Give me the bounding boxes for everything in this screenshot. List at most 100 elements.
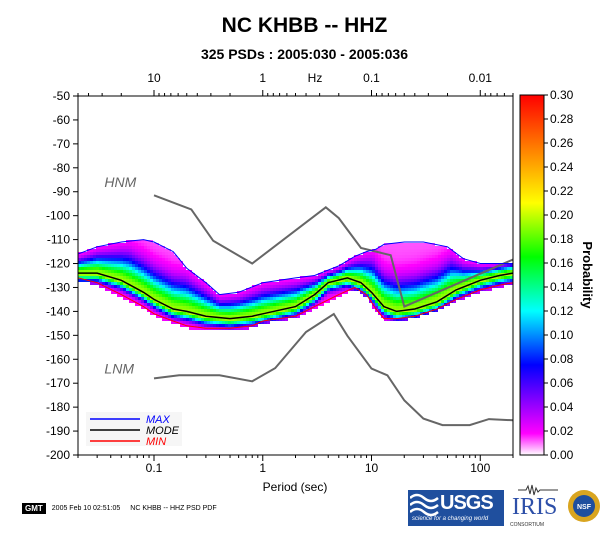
density-cell [174, 297, 177, 300]
density-cell [459, 273, 462, 276]
density-cell [99, 246, 102, 249]
density-cell [255, 303, 258, 306]
density-cell [258, 297, 261, 300]
density-cell [420, 312, 423, 315]
density-cell [156, 267, 159, 270]
density-cell [300, 309, 303, 312]
colorbar-tick-label: 0.02 [550, 424, 574, 438]
density-cell [156, 279, 159, 282]
density-cell [456, 267, 459, 270]
density-cell [510, 282, 513, 285]
density-cell [153, 252, 156, 255]
density-cell [147, 246, 150, 249]
density-cell [189, 309, 192, 312]
density-cell [285, 288, 288, 291]
density-cell [381, 306, 384, 309]
density-cell [249, 297, 252, 300]
density-cell [309, 282, 312, 285]
density-cell [156, 297, 159, 300]
density-cell [168, 291, 171, 294]
density-cell [120, 288, 123, 291]
density-cell [153, 309, 156, 312]
density-cell [399, 306, 402, 309]
density-cell [216, 294, 219, 297]
density-cell [126, 243, 129, 246]
density-cell [276, 294, 279, 297]
density-cell [318, 276, 321, 279]
density-cell [321, 273, 324, 276]
density-cell [195, 288, 198, 291]
density-cell [432, 255, 435, 258]
density-cell [255, 315, 258, 318]
density-cell [93, 249, 96, 252]
density-cell [402, 306, 405, 309]
density-cell [303, 282, 306, 285]
density-cell [363, 276, 366, 279]
density-cell [135, 273, 138, 276]
density-cell [327, 273, 330, 276]
density-cell [504, 282, 507, 285]
density-cell [465, 261, 468, 264]
density-cell [183, 276, 186, 279]
density-cell [387, 264, 390, 267]
density-cell [123, 267, 126, 270]
density-cell [303, 303, 306, 306]
density-cell [78, 264, 81, 267]
density-cell [444, 258, 447, 261]
density-cell [363, 255, 366, 258]
density-cell [366, 270, 369, 273]
density-cell [264, 306, 267, 309]
density-cell [303, 279, 306, 282]
density-cell [180, 315, 183, 318]
density-cell [78, 261, 81, 264]
density-cell [183, 291, 186, 294]
density-cell [450, 279, 453, 282]
density-cell [189, 291, 192, 294]
density-cell [453, 261, 456, 264]
density-cell [324, 273, 327, 276]
density-cell [435, 276, 438, 279]
density-cell [387, 261, 390, 264]
density-cell [327, 300, 330, 303]
density-cell [264, 309, 267, 312]
density-cell [171, 267, 174, 270]
density-cell [372, 273, 375, 276]
density-cell [438, 276, 441, 279]
density-cell [405, 255, 408, 258]
density-cell [369, 291, 372, 294]
density-cell [339, 267, 342, 270]
density-cell [351, 276, 354, 279]
density-cell [93, 276, 96, 279]
density-cell [357, 273, 360, 276]
density-cell [117, 243, 120, 246]
density-cell [396, 294, 399, 297]
density-cell [414, 285, 417, 288]
density-cell [228, 315, 231, 318]
density-cell [171, 270, 174, 273]
density-cell [366, 255, 369, 258]
density-cell [507, 267, 510, 270]
density-cell [408, 297, 411, 300]
density-cell [363, 291, 366, 294]
density-cell [216, 300, 219, 303]
density-cell [414, 264, 417, 267]
density-cell [291, 300, 294, 303]
density-cell [438, 273, 441, 276]
density-cell [258, 312, 261, 315]
density-cell [93, 267, 96, 270]
density-cell [417, 288, 420, 291]
density-cell [261, 285, 264, 288]
density-cell [237, 327, 240, 330]
density-cell [426, 309, 429, 312]
density-cell [324, 282, 327, 285]
density-cell [303, 309, 306, 312]
density-cell [429, 282, 432, 285]
density-cell [408, 309, 411, 312]
density-cell [84, 261, 87, 264]
density-cell [183, 315, 186, 318]
density-cell [84, 258, 87, 261]
density-cell [252, 303, 255, 306]
density-cell [204, 318, 207, 321]
density-cell [450, 258, 453, 261]
density-cell [264, 282, 267, 285]
